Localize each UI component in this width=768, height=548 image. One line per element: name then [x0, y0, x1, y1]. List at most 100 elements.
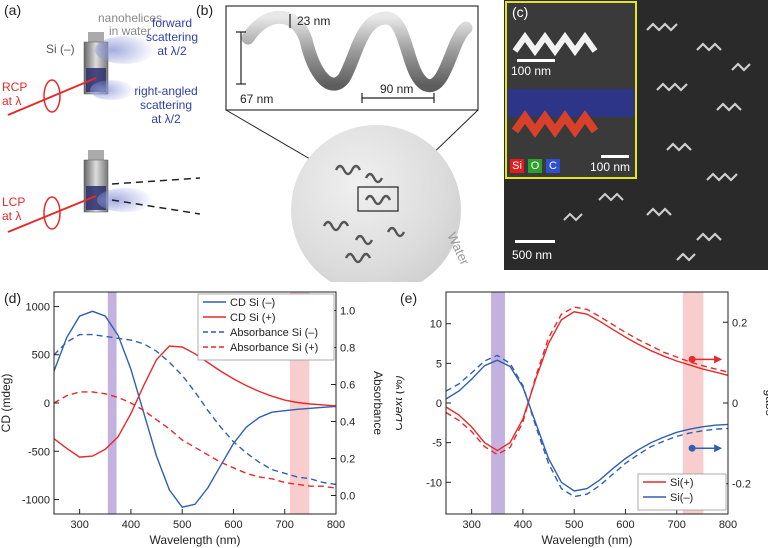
series-line-1	[445, 306, 729, 456]
label-at-half-forward: at λ/2	[157, 44, 187, 58]
y-tick-label-3: 5	[436, 358, 442, 370]
panel-label-e: (e)	[400, 290, 418, 306]
legend-label-1: Si(–)	[670, 492, 693, 504]
dash-line-upper	[111, 177, 200, 185]
y-tick-label-3: 500	[32, 350, 50, 362]
label-lcp-at: at λ	[2, 209, 22, 223]
x-axis-title: Wavelength (nm)	[542, 533, 633, 547]
series-line-3	[445, 354, 729, 498]
x-tick-label-1: 400	[514, 519, 532, 531]
label-scattering-side: scattering	[139, 98, 193, 112]
label-in-water: in water	[108, 24, 152, 38]
shaded-band-1	[682, 292, 704, 514]
panel-label-b: (b)	[196, 2, 214, 18]
legend-label-2: Absorbance Si (–)	[230, 327, 318, 339]
legend-label-0: CD Si (–)	[230, 297, 275, 309]
legend-label-1: CD Si (+)	[230, 312, 276, 324]
x-tick-label-2: 500	[565, 519, 583, 531]
x-tick-label-0: 300	[70, 519, 88, 531]
dash-line-lower	[111, 199, 200, 215]
legend-c: C	[546, 159, 560, 173]
label-rcp-at: at λ	[2, 94, 22, 108]
panel-a-schematic	[7, 32, 200, 233]
x-tick-label-2: 500	[173, 519, 191, 531]
x-tick-label-1: 400	[122, 519, 140, 531]
x-tick-label-3: 600	[224, 519, 242, 531]
label-si-minus: Si (–)	[46, 42, 75, 56]
lcp-rotation-icon	[43, 196, 61, 230]
y-tick-label-2: 0	[44, 398, 50, 410]
lcp-scatter-glow	[97, 188, 153, 212]
side-scatter-glow	[90, 80, 134, 100]
series-line-0	[445, 311, 729, 452]
sem-helices-lower	[563, 192, 624, 222]
x-axis-title: Wavelength (nm)	[150, 533, 241, 547]
legend-label-0: Si(+)	[670, 477, 694, 489]
y-tick-label-1: -5	[432, 438, 442, 450]
y-right-tick-label-1: 0.2	[340, 454, 355, 466]
y-axis-title: CDext (%)	[396, 375, 405, 430]
y-tick-label-1: -500	[28, 446, 50, 458]
y-right-tick-label-2: 0.4	[340, 417, 355, 429]
scale-bar-500nm	[515, 240, 555, 243]
scale-label-100nm-bottom: 100 nm	[590, 160, 631, 174]
y-right-tick-label-4: 0.8	[340, 343, 355, 355]
series-line-2	[445, 359, 729, 492]
y-tick-label-0: -1000	[22, 495, 50, 507]
blue-arrow-icon-head	[714, 444, 723, 453]
panel-label-c: (c)	[512, 4, 529, 20]
shaded-band-0	[491, 292, 505, 514]
legend-box	[197, 293, 335, 361]
y-right-tick-label-1: 0	[732, 398, 738, 410]
label-90nm: 90 nm	[380, 82, 414, 96]
chart-d-cd-absorbance: 300 400 500 600 700 800 -1000 -500 0 500 1000 0.0 0.…	[0, 291, 385, 547]
y-right-tick-label-3: 0.6	[340, 380, 355, 392]
y-tick-label-0: -10	[426, 477, 442, 489]
red-arrow-icon-head	[714, 355, 723, 364]
y-tick-label-4: 10	[430, 319, 442, 331]
legend-o: O	[528, 159, 542, 173]
x-tick-label-3: 600	[616, 519, 634, 531]
y-right-tick-label-0: 0.0	[340, 491, 355, 503]
label-at-half-side: at λ/2	[151, 112, 181, 126]
label-right-angled: right-angled	[134, 84, 198, 98]
scale-label-500nm: 500 nm	[512, 248, 553, 262]
legend-si: Si	[510, 159, 524, 173]
y-right-axis-title: Absorbance	[371, 371, 385, 435]
x-tick-label-5: 800	[327, 519, 345, 531]
droplet-helices	[322, 164, 406, 264]
tem-eds-images	[507, 31, 635, 158]
label-forward: forward	[151, 16, 192, 30]
scale-label-100nm-top: 100 nm	[511, 64, 552, 78]
forward-scatter-glow	[95, 36, 155, 64]
droplet-zoom-box	[357, 186, 399, 212]
y-axis-title: CD (mdeg)	[0, 374, 13, 433]
series-line-0	[53, 310, 337, 508]
rcp-rotation-icon	[43, 79, 61, 113]
panel-label-a: (a)	[4, 2, 22, 18]
series-line-2	[53, 333, 337, 486]
label-lcp: LCP	[2, 195, 26, 209]
label-67nm: 67 nm	[240, 92, 274, 106]
panel-b-helix-diagram	[225, 5, 479, 282]
series-line-1	[53, 345, 337, 458]
label-rcp: RCP	[2, 80, 28, 94]
sem-helices-texture	[646, 22, 751, 262]
nanohelix-3d	[241, 10, 473, 92]
legend-label-3: Absorbance Si (+)	[230, 342, 318, 354]
chart-e-cdext-gabs: 300 400 500 600 700 800 -10 -5 0 5 10 -0.2 0 0.2 Wavel…	[396, 291, 768, 547]
label-23nm: 23 nm	[297, 14, 331, 28]
legend-box	[637, 473, 727, 511]
shaded-band-0	[107, 292, 117, 514]
y-right-tick-label-0: -0.2	[732, 479, 751, 491]
y-right-tick-label-5: 1.0	[340, 306, 355, 318]
x-tick-label-5: 800	[719, 519, 737, 531]
x-tick-label-4: 700	[668, 519, 686, 531]
y-tick-label-2: 0	[436, 398, 442, 410]
lcp-beam	[7, 195, 97, 233]
rcp-beam	[7, 77, 97, 116]
panel-label-d: (d)	[4, 290, 22, 306]
x-tick-label-0: 300	[462, 519, 480, 531]
y-right-tick-label-2: 0.2	[732, 317, 747, 329]
label-scattering-forward: scattering	[145, 30, 199, 44]
